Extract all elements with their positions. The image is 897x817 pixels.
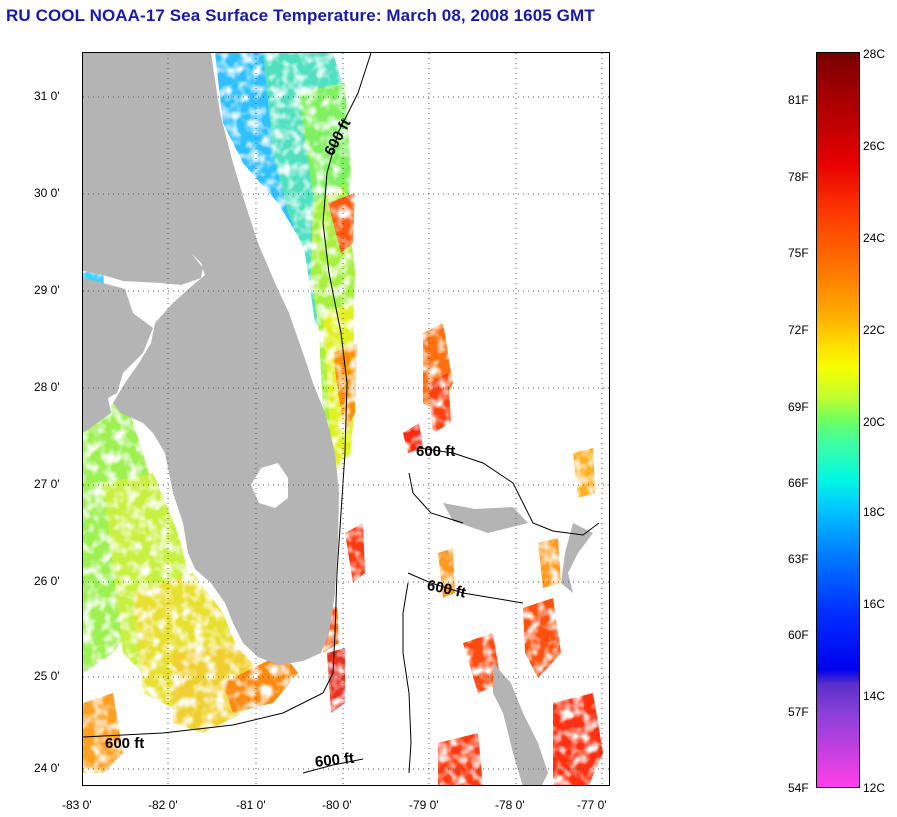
colorbar-label-26c: 26C: [863, 139, 886, 153]
colorbar-label-66f: 66F: [788, 476, 809, 490]
colorbar-label-14c: 14C: [863, 689, 886, 703]
colorbar-label-54f: 54F: [788, 781, 809, 795]
temperature-colorbar: [816, 52, 860, 788]
lat-label-31: 31 0': [34, 89, 60, 103]
lake-okeechobee: [251, 463, 288, 508]
colorbar-label-69f: 69F: [788, 400, 809, 414]
lat-label-25: 25 0': [34, 669, 60, 683]
colorbar-label-12c: 12C: [863, 781, 886, 795]
lat-lon-grid: [83, 53, 609, 785]
lon-label-80: -80 0': [322, 798, 352, 812]
lat-label-27: 27 0': [34, 477, 60, 491]
bahamas-islands: [443, 503, 593, 785]
colorbar-label-81f: 81F: [788, 93, 809, 107]
colorbar-label-63f: 63F: [788, 552, 809, 566]
colorbar-label-72f: 72F: [788, 323, 809, 337]
sst-map: 600 ft 600 ft 600 ft 600 ft 600 ft: [82, 52, 610, 786]
colorbar-label-16c: 16C: [863, 597, 886, 611]
colorbar-label-75f: 75F: [788, 246, 809, 260]
florida-landmass: [83, 53, 339, 665]
lat-label-26: 26 0': [34, 574, 60, 588]
lat-label-24: 24 0': [34, 761, 60, 775]
colorbar-label-28c: 28C: [863, 47, 886, 61]
lon-label-77: -77 0': [577, 798, 607, 812]
lat-label-29: 29 0': [34, 283, 60, 297]
colorbar-label-18c: 18C: [863, 505, 886, 519]
lon-label-81: -81 0': [236, 798, 266, 812]
lat-label-30: 30 0': [34, 186, 60, 200]
lat-label-28: 28 0': [34, 380, 60, 394]
sst-map-canvas: 600 ft 600 ft 600 ft 600 ft 600 ft: [83, 53, 609, 785]
lon-label-78: -78 0': [495, 798, 525, 812]
lon-label-83: -83 0': [62, 798, 92, 812]
contour-label-600ft-bahamas: 600 ft: [416, 443, 455, 460]
colorbar-label-57f: 57F: [788, 705, 809, 719]
contour-label-600ft-gulf: 600 ft: [105, 735, 144, 752]
colorbar-label-24c: 24C: [863, 231, 886, 245]
contour-label-600ft-south: 600 ft: [314, 750, 355, 771]
colorbar-label-60f: 60F: [788, 628, 809, 642]
lon-label-79: -79 0': [409, 798, 439, 812]
colorbar-label-22c: 22C: [863, 323, 886, 337]
colorbar-label-20c: 20C: [863, 415, 886, 429]
map-title: RU COOL NOAA-17 Sea Surface Temperature:…: [6, 6, 595, 25]
colorbar-label-78f: 78F: [788, 170, 809, 184]
lon-label-82: -82 0': [148, 798, 178, 812]
